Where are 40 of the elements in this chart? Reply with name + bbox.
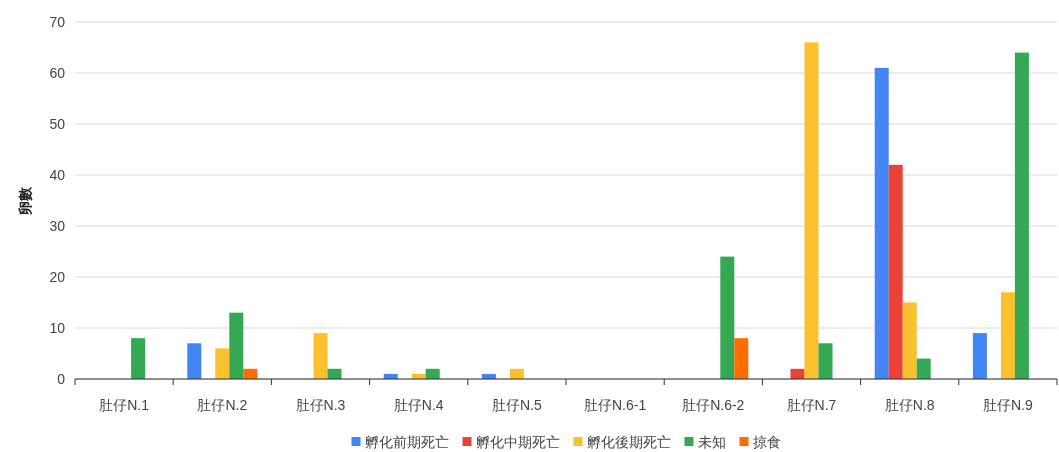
y-tick-label: 50 [49, 116, 66, 132]
bar [215, 348, 230, 379]
bar [229, 312, 244, 379]
x-tick-label: 肚仔N.6-1 [583, 397, 647, 413]
y-tick-label: 0 [57, 371, 66, 387]
y-tick-label: 30 [49, 218, 66, 234]
bar [313, 333, 328, 379]
x-tick-label: 肚仔N.9 [983, 397, 1033, 413]
x-tick-label: 肚仔N.7 [786, 397, 837, 413]
legend-label: 孵化中期死亡 [475, 434, 560, 450]
bar [902, 302, 917, 379]
bar [804, 42, 819, 379]
bar [1014, 52, 1029, 379]
bar [131, 338, 146, 379]
y-tick-label: 60 [49, 65, 66, 81]
y-tick-label: 70 [49, 14, 66, 30]
x-tick-label: 肚仔N.5 [492, 397, 542, 413]
y-axis-title: 卵數 [17, 185, 33, 216]
bar [888, 164, 903, 379]
y-tick-label: 40 [49, 167, 66, 183]
bar [734, 338, 749, 379]
bar [187, 343, 202, 379]
bar [972, 333, 987, 379]
bar [1000, 292, 1015, 379]
bar [874, 67, 889, 379]
y-tick-label: 20 [49, 269, 66, 285]
x-tick-label: 肚仔N.3 [295, 397, 346, 413]
bar [818, 343, 833, 379]
bar [720, 256, 735, 379]
x-tick-label: 肚仔N.2 [197, 397, 248, 413]
legend-label: 孵化後期死亡 [586, 434, 671, 450]
x-tick-label: 肚仔N.1 [99, 397, 150, 413]
y-tick-label: 10 [49, 320, 66, 336]
legend-label: 孵化前期死亡 [364, 434, 449, 450]
x-tick-label: 肚仔N.6-2 [682, 397, 745, 413]
bar [916, 358, 931, 379]
legend-label: 掠食 [752, 434, 781, 450]
legend-label: 未知 [697, 434, 726, 450]
x-tick-label: 肚仔N.8 [884, 397, 935, 413]
x-tick-label: 肚仔N.4 [393, 397, 444, 413]
